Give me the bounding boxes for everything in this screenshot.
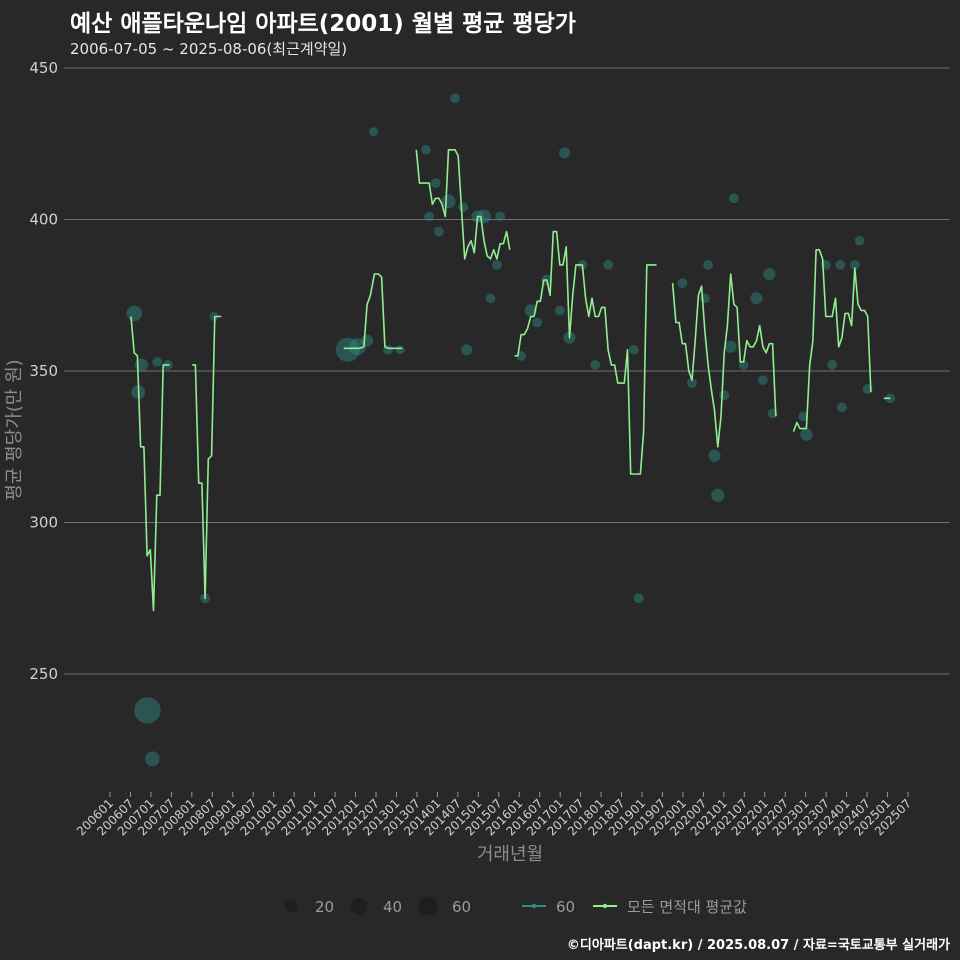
data-point — [424, 211, 435, 222]
data-point — [450, 93, 460, 104]
data-point — [458, 202, 468, 213]
data-point — [554, 305, 565, 316]
legend-size-label: 60 — [452, 898, 471, 916]
data-point — [728, 193, 739, 204]
data-point — [798, 411, 809, 422]
legend-size-60 — [418, 896, 438, 916]
y-tick-label: 350 — [29, 362, 58, 380]
data-point — [485, 293, 496, 304]
legend-line-label: 60 — [556, 898, 575, 916]
data-point — [144, 751, 160, 767]
scatter-points — [126, 93, 896, 767]
data-point — [835, 260, 846, 270]
data-point — [687, 378, 697, 389]
data-point — [603, 260, 614, 270]
data-point — [837, 402, 847, 413]
y-tick-label: 250 — [29, 665, 58, 683]
x-axis-title: 거래년월 — [477, 844, 543, 865]
legend-line-dot — [531, 903, 537, 909]
data-point — [590, 360, 601, 370]
chart-subtitle: 2006-07-05 ~ 2025-08-06(최근계약일) — [70, 40, 348, 58]
data-point — [335, 337, 360, 362]
data-point — [758, 375, 768, 385]
data-point — [126, 305, 142, 322]
data-point — [134, 697, 161, 724]
data-point — [703, 260, 713, 270]
data-point — [708, 449, 721, 462]
data-point — [524, 304, 537, 317]
legend: 20 40 60 60 모든 면적대 평균값 — [284, 896, 747, 916]
data-point — [800, 428, 813, 441]
average-line-segment — [130, 316, 170, 612]
average-line-segment — [343, 273, 403, 350]
data-point — [361, 334, 374, 347]
x-axis-ticks: 2006012006072007012007072008012008072009… — [74, 792, 914, 839]
data-point — [633, 593, 644, 604]
source-caption: ©디아파트(dapt.kr) / 2025.08.07 / 자료=국토교통부 실… — [566, 938, 950, 953]
legend-size-label: 40 — [383, 898, 402, 916]
data-point — [209, 311, 219, 321]
data-point — [629, 344, 639, 355]
data-point — [421, 144, 431, 155]
data-point — [492, 260, 502, 270]
data-point — [532, 317, 543, 328]
legend-size-label: 20 — [315, 898, 334, 916]
data-point — [854, 235, 865, 246]
y-axis-ticks: 250 300 350 400 450 — [29, 59, 58, 683]
data-point — [369, 127, 379, 137]
legend-size-40 — [350, 897, 368, 915]
average-line — [130, 149, 891, 612]
legend-line-dot — [602, 903, 608, 909]
grid-lines — [64, 67, 950, 675]
data-point — [433, 226, 444, 237]
legend-line-label: 모든 면적대 평균값 — [627, 898, 747, 916]
average-line-segment — [792, 249, 872, 432]
data-point — [348, 338, 366, 356]
data-point — [724, 340, 737, 353]
average-line-segment — [514, 230, 657, 475]
y-tick-label: 450 — [29, 59, 58, 77]
data-point — [559, 147, 571, 159]
data-point — [763, 267, 776, 281]
data-point — [395, 345, 405, 355]
average-line-segment — [671, 273, 777, 448]
data-point — [495, 211, 506, 222]
data-point — [677, 278, 688, 289]
average-line-segment — [415, 149, 511, 260]
data-point — [430, 178, 441, 189]
y-tick-label: 300 — [29, 514, 58, 532]
data-point — [152, 357, 163, 367]
data-point — [827, 360, 838, 370]
y-axis-title: 평균 평당가(만 원) — [4, 359, 25, 500]
data-point — [750, 292, 763, 305]
data-point — [719, 390, 730, 401]
data-point — [441, 194, 456, 209]
y-tick-label: 400 — [29, 211, 58, 229]
data-point — [849, 260, 860, 270]
legend-size-20 — [284, 899, 298, 913]
chart-title: 예산 애플타운나임 아파트(2001) 월별 평균 평당가 — [70, 11, 576, 37]
data-point — [711, 488, 725, 502]
data-point — [461, 344, 473, 356]
average-line-segment — [192, 315, 222, 600]
